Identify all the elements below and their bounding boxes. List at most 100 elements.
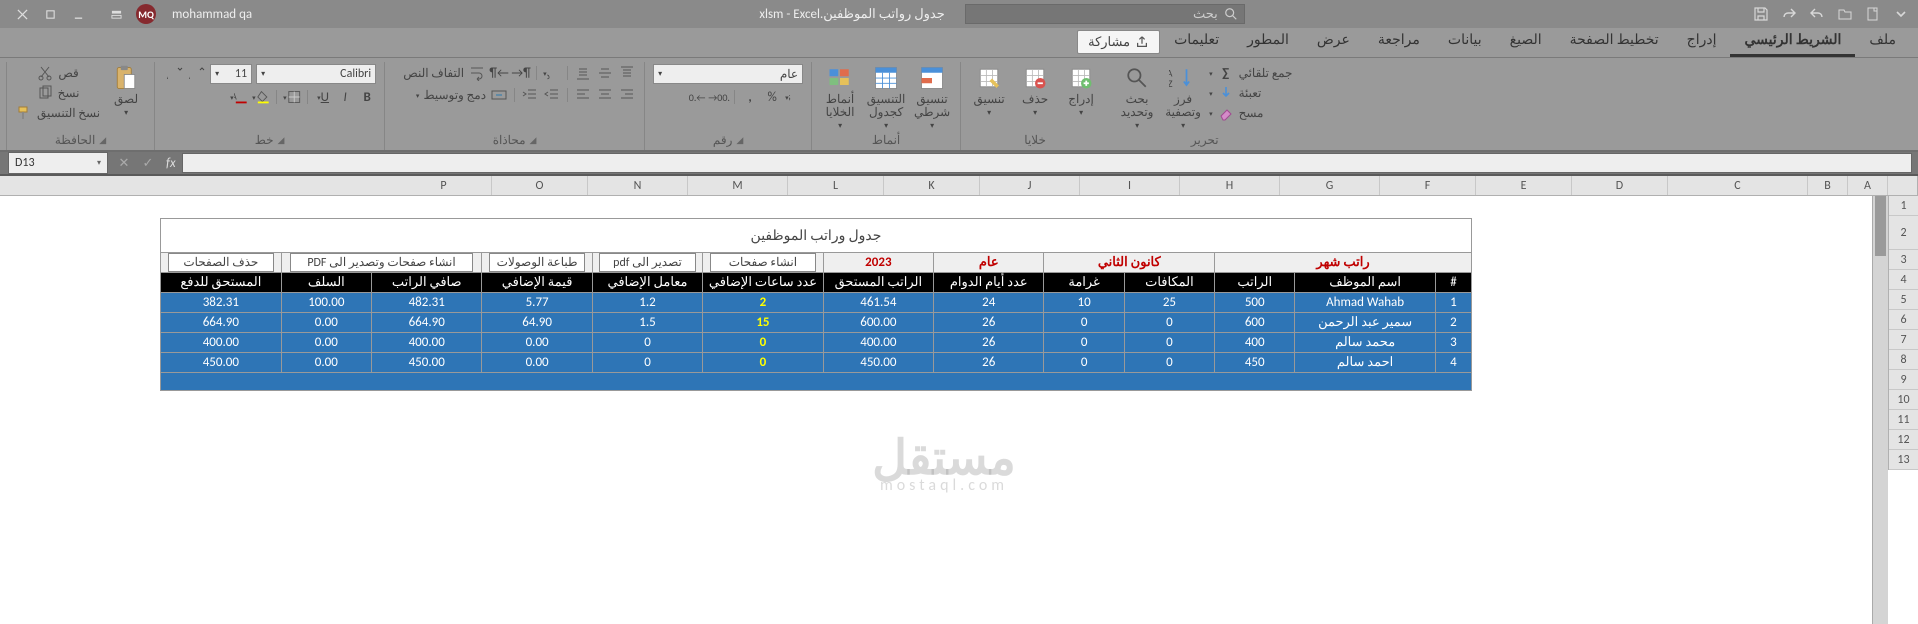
merge-center-button[interactable]: دمج وتوسيط▾	[416, 86, 508, 104]
format-as-table-button[interactable]: التنسيق كجدول▾	[866, 64, 906, 131]
btn-export-pdf[interactable]: تصدير الى pdf	[592, 253, 702, 273]
col-header-L[interactable]: L	[788, 176, 884, 195]
align-bottom-icon[interactable]	[574, 64, 592, 82]
format-cells-button[interactable]: تنسيق▾	[969, 64, 1009, 118]
search-input[interactable]: بحث	[965, 4, 1245, 24]
col-header-G[interactable]: G	[1280, 176, 1380, 195]
qat-more-icon[interactable]	[1892, 5, 1910, 23]
paste-button[interactable]: لصق▾	[106, 64, 146, 118]
cell[interactable]: Ahmad Wahab	[1295, 293, 1436, 313]
cell[interactable]: 0	[592, 333, 702, 353]
tab-8[interactable]: المطور	[1233, 25, 1303, 57]
share-button[interactable]: مشاركة	[1077, 30, 1160, 54]
cell[interactable]: 5.77	[482, 293, 592, 313]
cell[interactable]: 664.90	[372, 313, 482, 333]
copy-button[interactable]: نسخ	[36, 84, 80, 102]
table-row[interactable]: 3محمد سالم4000026400.00000.00400.000.004…	[161, 333, 1472, 353]
row-header-3[interactable]: 3	[1889, 250, 1918, 270]
table-row[interactable]: 2سمير عبد الرحمن6000026600.00151.564.906…	[161, 313, 1472, 333]
align-center-icon[interactable]	[596, 86, 614, 104]
col-header-K[interactable]: K	[884, 176, 980, 195]
cell[interactable]: 400.00	[372, 333, 482, 353]
percent-icon[interactable]: %	[763, 88, 781, 106]
cell[interactable]: 450.00	[372, 353, 482, 373]
cell[interactable]: 0	[703, 333, 823, 353]
col-header-B[interactable]: B	[1808, 176, 1848, 195]
insert-cells-button[interactable]: إدراج▾	[1061, 64, 1101, 118]
rtl-icon[interactable]: ←¶	[490, 64, 508, 82]
column-headers[interactable]: PONMLKJIHGFEDCBA	[0, 176, 1918, 196]
cell[interactable]: 600.00	[823, 313, 933, 333]
align-top-icon[interactable]	[618, 64, 636, 82]
cell[interactable]: 0.00	[482, 353, 592, 373]
border-icon[interactable]: ▾	[283, 88, 301, 106]
accounting-icon[interactable]: $▾	[785, 88, 803, 106]
col-header-M[interactable]: M	[688, 176, 788, 195]
delete-cells-button[interactable]: حذف▾	[1015, 64, 1055, 118]
tab-3[interactable]: تخطيط الصفحة	[1556, 25, 1673, 57]
clear-button[interactable]: مسح▾	[1209, 104, 1263, 122]
tab-9[interactable]: تعليمات	[1160, 25, 1233, 57]
cell[interactable]: 450.00	[823, 353, 933, 373]
bold-icon[interactable]: B	[358, 88, 376, 106]
number-format-select[interactable]: عام▾	[653, 64, 803, 84]
cell[interactable]: 100.00	[281, 293, 371, 313]
close-icon[interactable]	[8, 2, 36, 26]
cell[interactable]: 461.54	[823, 293, 933, 313]
cell[interactable]: 64.90	[482, 313, 592, 333]
cell[interactable]: 400	[1215, 333, 1295, 353]
cell[interactable]: 450	[1215, 353, 1295, 373]
row-header-2[interactable]: 2	[1889, 216, 1918, 250]
btn-create-pages[interactable]: انشاء صفحات	[703, 253, 823, 273]
minimize-icon[interactable]	[64, 2, 92, 26]
cell[interactable]: 15	[703, 313, 823, 333]
row-header-12[interactable]: 12	[1889, 430, 1918, 450]
cell[interactable]: 26	[934, 353, 1044, 373]
btn-create-export[interactable]: انشاء صفحات وتصدير الى PDF	[281, 253, 482, 273]
user-avatar[interactable]: MQ	[136, 4, 156, 24]
cell[interactable]: 25	[1124, 293, 1214, 313]
cell[interactable]: 400.00	[823, 333, 933, 353]
format-painter-button[interactable]: نسخ التنسيق	[15, 104, 100, 122]
col-header-P[interactable]: P	[396, 176, 492, 195]
cell[interactable]: 0	[1044, 353, 1124, 373]
autosum-button[interactable]: جمع تلقائي∑▾	[1209, 64, 1292, 82]
ribbon-options-icon[interactable]	[102, 2, 130, 26]
open-icon[interactable]	[1836, 5, 1854, 23]
decrease-decimal-icon[interactable]: ←.0	[688, 88, 706, 106]
dialog-launcher-icon[interactable]: ◢	[278, 135, 285, 146]
dialog-launcher-icon[interactable]: ◢	[530, 135, 537, 146]
cell[interactable]: 1.5	[592, 313, 702, 333]
font-size-select[interactable]: 11▾	[210, 64, 252, 84]
cell[interactable]: احمد سالم	[1295, 353, 1436, 373]
row-header-11[interactable]: 11	[1889, 410, 1918, 430]
cell[interactable]: 664.90	[161, 313, 282, 333]
cell[interactable]: 0	[1124, 333, 1214, 353]
row-header-8[interactable]: 8	[1889, 350, 1918, 370]
cell[interactable]: 0.00	[281, 313, 371, 333]
restore-icon[interactable]	[36, 2, 64, 26]
tab-7[interactable]: عرض	[1303, 25, 1364, 57]
align-middle-icon[interactable]	[596, 64, 614, 82]
tab-0[interactable]: ملف	[1855, 25, 1910, 57]
cell[interactable]: 482.31	[372, 293, 482, 313]
tab-4[interactable]: الصيغ	[1496, 25, 1556, 57]
cell[interactable]: 382.31	[161, 293, 282, 313]
conditional-format-button[interactable]: تنسيق شرطي▾	[912, 64, 952, 131]
row-header-9[interactable]: 9	[1889, 370, 1918, 390]
align-left-icon[interactable]	[574, 86, 592, 104]
cell[interactable]: 4	[1435, 353, 1471, 373]
sort-filter-button[interactable]: AZفرز وتصفية▾	[1163, 64, 1203, 131]
cell[interactable]: 0	[1044, 333, 1124, 353]
tab-5[interactable]: بيانات	[1434, 25, 1496, 57]
cell[interactable]: 0	[592, 353, 702, 373]
fill-color-icon[interactable]: ▾	[252, 88, 270, 106]
cell[interactable]: 0.00	[281, 353, 371, 373]
cell[interactable]: 0	[703, 353, 823, 373]
enter-formula-icon[interactable]: ✓	[136, 156, 160, 171]
cell[interactable]: محمد سالم	[1295, 333, 1436, 353]
cell[interactable]: 500	[1215, 293, 1295, 313]
col-header-F[interactable]: F	[1380, 176, 1476, 195]
row-header-1[interactable]: 1	[1889, 196, 1918, 216]
dialog-launcher-icon[interactable]: ◢	[99, 135, 106, 146]
